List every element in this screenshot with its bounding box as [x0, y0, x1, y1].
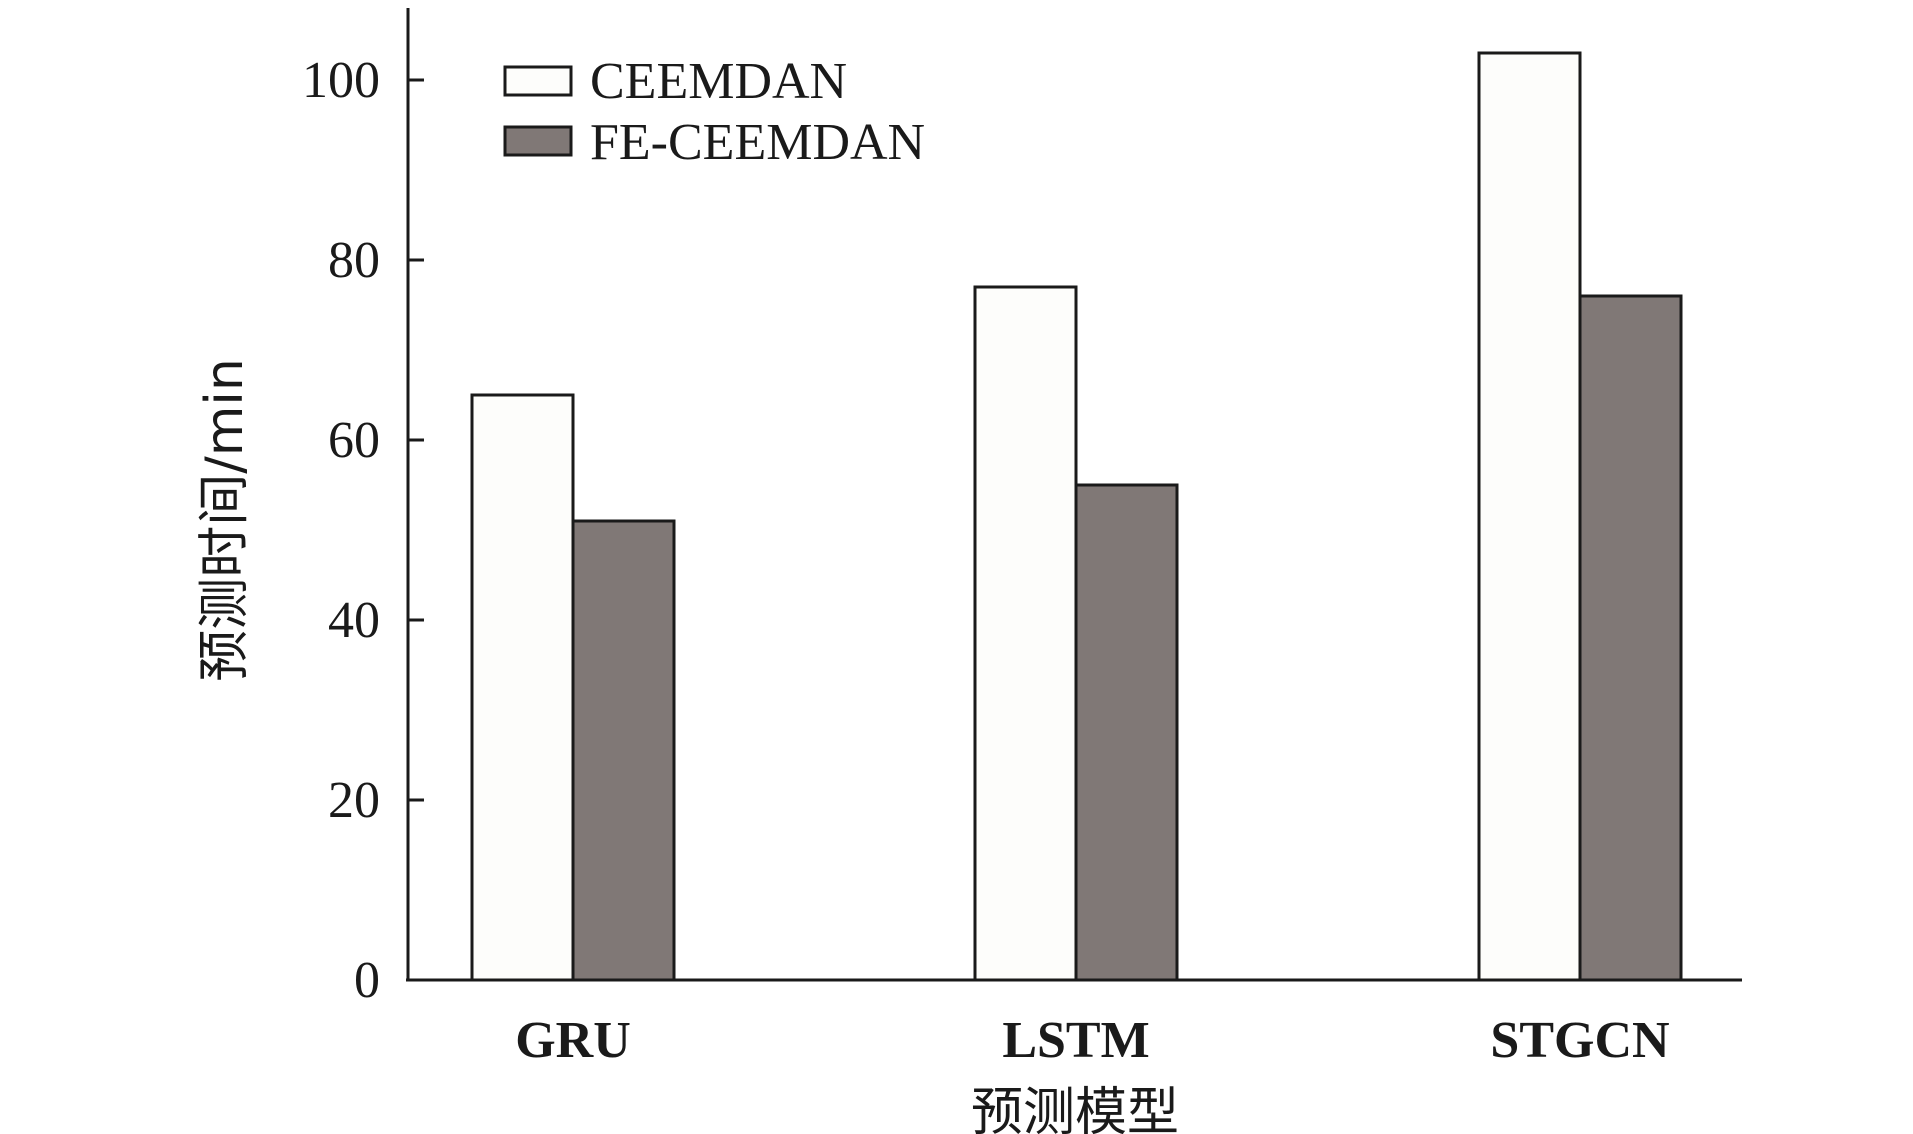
legend-label-ceemdan: CEEMDAN	[590, 53, 847, 110]
x-category-label-gru: GRU	[515, 1012, 631, 1069]
x-category-labels: GRU LSTM STGCN	[515, 1012, 1669, 1069]
legend-swatch-fe-ceemdan	[503, 125, 573, 157]
y-tick-label: 0	[354, 952, 380, 1009]
legend-label-fe-ceemdan: FE-CEEMDAN	[590, 114, 925, 171]
bar-stgcn-fe-ceemdan	[1578, 294, 1683, 982]
y-tick-label: 60	[328, 412, 380, 469]
legend-swatch-ceemdan	[503, 65, 573, 97]
bar-gru-fe-ceemdan	[571, 519, 676, 982]
bar-gru-ceemdan	[470, 393, 575, 982]
y-axis-title: 预测时间/min	[195, 358, 255, 682]
bar-stgcn-ceemdan	[1477, 51, 1582, 982]
axes-layer	[406, 8, 1742, 982]
bar-lstm-fe-ceemdan	[1074, 483, 1179, 982]
x-category-label-lstm: LSTM	[1002, 1012, 1149, 1069]
bars-layer	[470, 51, 1683, 982]
bar-lstm-ceemdan	[973, 285, 1078, 982]
y-ticks: 0 20 40 60 80 100	[302, 52, 424, 1009]
y-tick-label: 80	[328, 232, 380, 289]
y-tick-label: 40	[328, 592, 380, 649]
x-axis-title: 预测模型	[971, 1083, 1179, 1134]
legend: CEEMDAN FE-CEEMDAN	[503, 53, 925, 171]
x-category-label-stgcn: STGCN	[1490, 1012, 1669, 1069]
y-tick-label: 100	[302, 52, 380, 109]
y-tick-label: 20	[328, 772, 380, 829]
